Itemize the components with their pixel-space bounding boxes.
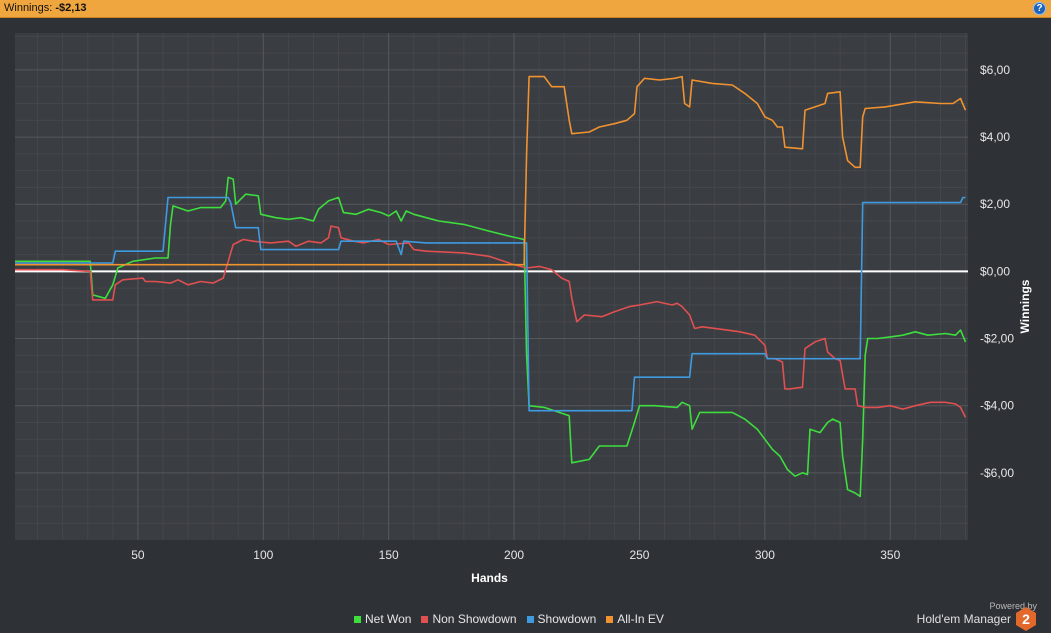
legend-label: Showdown — [537, 612, 597, 626]
y-axis-title: Winnings — [1018, 279, 1032, 333]
y-tick-label: -$6,00 — [980, 466, 1014, 480]
x-axis-ticks: 50 100 150 200 250 300 350 — [131, 548, 900, 562]
y-axis-ticks: $6,00 $4,00 $2,00 $0,00 -$2,00 -$4,00 -$6,00 — [980, 63, 1014, 480]
legend-item-showdown[interactable]: Showdown — [526, 612, 597, 626]
winnings-label: Winnings: — [4, 2, 53, 14]
winnings-value: -$2,13 — [55, 2, 87, 14]
x-tick-label: 150 — [379, 548, 399, 562]
legend: Net Won Non Showdown Showdown All-In EV — [354, 612, 664, 626]
legend-swatch — [526, 615, 534, 623]
y-tick-label: -$2,00 — [980, 332, 1014, 346]
series-line-showdown — [15, 196, 966, 412]
series-line-non-showdown — [15, 225, 967, 418]
x-tick-label: 200 — [504, 548, 524, 562]
y-tick-label: $2,00 — [980, 197, 1010, 211]
product-name: Hold'em Manager — [916, 612, 1011, 626]
y-tick-label: -$4,00 — [980, 399, 1014, 413]
help-icon[interactable]: ? — [1033, 2, 1046, 15]
minor-grid — [15, 33, 968, 540]
legend-swatch — [354, 615, 361, 623]
hm2-logo-icon: 2 — [1016, 607, 1036, 631]
title-bar: Winnings: -$2,13 ? — [0, 0, 1051, 18]
y-tick-label: $6,00 — [980, 63, 1010, 77]
legend-label: All-In EV — [617, 612, 664, 626]
x-tick-label: 50 — [131, 548, 145, 562]
x-tick-label: 350 — [880, 548, 900, 562]
plot-area — [15, 33, 968, 540]
legend-label: Net Won — [365, 612, 412, 626]
y-tick-label: $4,00 — [980, 130, 1010, 144]
powered-by-text: Powered by — [989, 601, 1037, 611]
legend-swatch — [606, 615, 614, 623]
legend-label: Non Showdown — [432, 612, 517, 626]
x-tick-label: 250 — [629, 548, 649, 562]
y-tick-label: $0,00 — [980, 264, 1010, 278]
logo-mark: 2 — [1022, 611, 1030, 627]
series-line-all-in-ev — [15, 75, 967, 266]
x-axis-title: Hands — [471, 571, 508, 585]
legend-swatch — [421, 615, 429, 623]
legend-item-net-won[interactable]: Net Won — [354, 612, 411, 626]
series-layer — [15, 75, 967, 498]
legend-item-all-in-ev[interactable]: All-In EV — [606, 612, 664, 626]
winnings-summary: Winnings: -$2,13 — [4, 2, 87, 14]
winnings-chart: 50 100 150 200 250 300 350 $6,00 $4,00 $2,00 $0,0… — [15, 33, 1032, 585]
x-tick-label: 300 — [755, 548, 775, 562]
x-tick-label: 100 — [253, 548, 273, 562]
branding: Powered by Hold'em Manager 2 — [916, 601, 1037, 631]
legend-item-non-showdown[interactable]: Non Showdown — [421, 612, 517, 626]
series-line-net-won — [15, 176, 967, 498]
